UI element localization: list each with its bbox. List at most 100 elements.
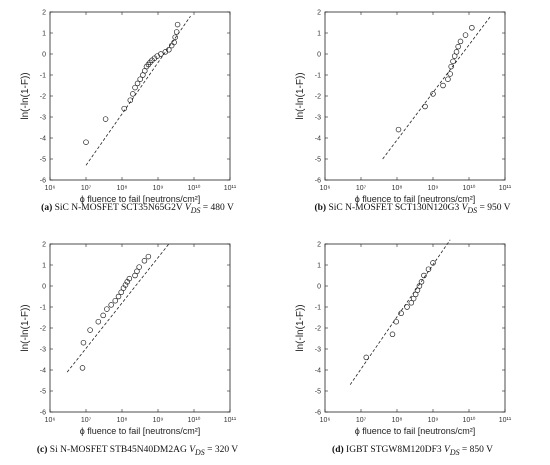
x-tick-label: 10⁹ — [153, 185, 164, 192]
data-point — [132, 84, 138, 91]
y-axis-label: ln(-ln(1-F)) — [295, 304, 306, 351]
data-point — [430, 260, 436, 266]
x-tick-label: 10¹⁰ — [463, 184, 476, 192]
data-point — [158, 51, 164, 57]
caption-vds-c: = 320 V — [207, 445, 239, 455]
fit-line — [349, 239, 451, 385]
x-tick-label: 10⁷ — [356, 185, 367, 192]
data-point — [469, 25, 475, 31]
data-point — [425, 266, 432, 272]
y-tick-label: -6 — [315, 178, 321, 185]
data-point — [130, 91, 136, 97]
y-axis-label: ln(-ln(1-F)) — [20, 304, 31, 351]
y-tick-label: 1 — [42, 263, 46, 270]
y-axis-label: ln(-ln(1-F)) — [20, 72, 31, 119]
y-tick-label: 1 — [317, 263, 321, 270]
x-tick-label: 10¹⁰ — [463, 416, 476, 424]
y-axis-label: ln(-ln(1-F)) — [295, 72, 306, 119]
data-point — [450, 58, 456, 65]
caption-tag-b: (b) — [314, 203, 327, 213]
data-point — [100, 312, 106, 319]
data-point — [79, 365, 86, 371]
x-tick-label: 10⁸ — [392, 417, 403, 424]
data-point — [137, 76, 143, 82]
caption-text-a: SiC N-MOSFET SCT35N65G2V — [54, 203, 183, 213]
y-tick-label: -5 — [40, 157, 46, 164]
data-point — [408, 300, 415, 306]
fit-line — [66, 243, 170, 373]
x-tick-label: 10⁹ — [428, 417, 439, 424]
y-tick-label: -5 — [315, 389, 321, 396]
x-tick-label: 10⁹ — [428, 185, 439, 192]
x-tick-label: 10⁹ — [153, 417, 164, 424]
y-tick-label: -2 — [315, 326, 321, 333]
data-point — [447, 71, 453, 77]
y-tick-label: -1 — [315, 73, 321, 80]
data-point — [83, 139, 89, 145]
data-point — [80, 339, 87, 346]
caption-text-c: Si N-MOSFET STB45N40DM2AG — [49, 445, 187, 455]
data-point — [404, 304, 410, 310]
y-tick-label: -4 — [315, 136, 321, 143]
y-tick-label: -6 — [315, 410, 321, 417]
plot-frame — [49, 11, 231, 181]
y-tick-label: -2 — [40, 94, 46, 101]
caption-c: (c) Si N-MOSFET STB45N40DM2AG VDS = 320 … — [36, 445, 239, 457]
caption-vds-a: = 480 V — [202, 203, 234, 213]
data-point — [462, 32, 469, 38]
data-point — [453, 49, 460, 55]
caption-a: (a) SiC N-MOSFET SCT35N65G2V VDS = 480 V — [41, 203, 234, 215]
y-tick-label: -3 — [315, 347, 321, 354]
caption-tag-a: (a) — [41, 203, 53, 213]
data-point — [127, 97, 134, 103]
data-point — [126, 275, 133, 282]
chart-panel-c: 2 1 0 -1 -2 -3 -4 -5 -6 10⁶ 10⁷ 10⁸ 10⁹ 10¹⁰ 10¹¹ ϕ flu… — [0, 232, 275, 464]
data-point — [121, 105, 127, 112]
x-tick-label: 10¹⁰ — [188, 184, 201, 192]
x-tick-label: 10⁶ — [320, 417, 331, 424]
x-tick-label: 10⁶ — [45, 185, 56, 192]
y-tick-label: -1 — [40, 73, 46, 80]
x-axis-label: ϕ fluence to fail [neutrons/cm²] — [355, 426, 476, 436]
data-point — [393, 318, 399, 325]
x-tick-label: 10¹¹ — [224, 417, 237, 424]
chart-panel-b: 2 1 0 -1 -2 -3 -4 -5 -6 10⁶ 10⁷ 10⁸ 10⁹ 10¹⁰ 10¹¹ ϕ flu… — [275, 0, 550, 232]
fit-line — [85, 15, 191, 166]
data-point — [421, 272, 427, 279]
x-axis-label: ϕ fluence to fail [neutrons/cm²] — [355, 194, 476, 204]
x-tick-label: 10¹¹ — [499, 417, 512, 424]
caption-tag-c: (c) — [36, 445, 48, 455]
y-tick-label: -1 — [315, 305, 321, 312]
y-tick-label: -3 — [40, 115, 46, 122]
chart-panel-a: 2 1 0 -1 -2 -3 -4 -5 -6 10⁶ 10⁷ 10⁸ 10⁹ 10¹⁰ 10¹¹ ϕ flu… — [0, 0, 275, 232]
data-point — [134, 80, 141, 87]
data-point — [166, 47, 172, 53]
y-tick-label: 2 — [317, 10, 321, 17]
data-point — [445, 76, 451, 82]
y-tick-label: 0 — [317, 284, 321, 291]
caption-text-b: SiC N-MOSFET SCT130N120G3 — [328, 203, 460, 213]
y-tick-label: 0 — [42, 52, 46, 59]
data-point — [95, 318, 102, 325]
data-point — [171, 39, 177, 46]
y-tick-label: -2 — [315, 94, 321, 101]
data-point — [134, 268, 140, 275]
caption-tag-d: (d) — [332, 445, 344, 455]
data-point — [418, 279, 425, 285]
data-point — [174, 21, 181, 28]
data-point — [440, 82, 446, 89]
caption-text-d: IGBT STGW8M120DF3 — [346, 445, 442, 455]
data-point — [457, 38, 464, 45]
data-point — [162, 49, 169, 55]
y-tick-label: -5 — [315, 157, 321, 164]
data-point — [172, 34, 178, 40]
x-tick-label: 10¹¹ — [224, 185, 237, 192]
data-point — [422, 103, 428, 110]
y-tick-label: 0 — [317, 52, 321, 59]
x-tick-label: 10⁷ — [356, 417, 367, 424]
y-tick-label: 2 — [42, 242, 46, 249]
data-point — [122, 282, 129, 288]
